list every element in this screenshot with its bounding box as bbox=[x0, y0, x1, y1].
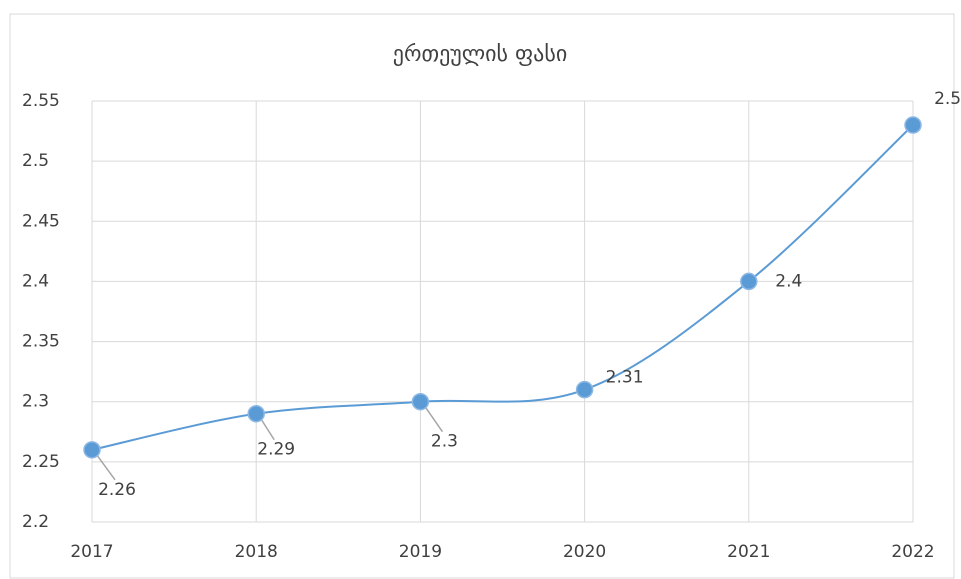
data-label: 2.4 bbox=[775, 271, 802, 291]
leader-line bbox=[423, 405, 444, 433]
data-label: 2.26 bbox=[98, 480, 136, 500]
y-tick-label: 2.3 bbox=[22, 392, 49, 412]
x-tick-label: 2020 bbox=[563, 542, 606, 562]
data-label: 2.31 bbox=[606, 368, 644, 388]
data-point bbox=[740, 272, 758, 291]
chart-title: ერთეულის ფასი bbox=[393, 42, 567, 67]
y-tick-label: 2.25 bbox=[22, 452, 60, 472]
leader-line bbox=[259, 417, 275, 441]
y-tick-label: 2.4 bbox=[22, 271, 49, 291]
chart-frame bbox=[9, 13, 955, 579]
x-tick-label: 2021 bbox=[727, 542, 770, 562]
x-tick-label: 2017 bbox=[70, 542, 113, 562]
data-point bbox=[247, 404, 265, 423]
y-tick-label: 2.5 bbox=[22, 151, 49, 171]
y-tick-label: 2.2 bbox=[22, 512, 49, 532]
data-point bbox=[411, 392, 430, 411]
data-point bbox=[575, 380, 594, 399]
data-label: 2.29 bbox=[257, 440, 295, 460]
data-point bbox=[904, 116, 922, 134]
y-tick-label: 2.55 bbox=[22, 91, 60, 111]
x-tick-label: 2018 bbox=[235, 542, 278, 562]
leader-line bbox=[95, 453, 116, 481]
x-tick-label: 2022 bbox=[891, 542, 934, 562]
data-label: 2.53 bbox=[934, 89, 961, 109]
x-tick-label: 2019 bbox=[399, 542, 442, 562]
data-label: 2.3 bbox=[431, 432, 458, 452]
y-tick-label: 2.35 bbox=[22, 332, 60, 352]
data-point bbox=[83, 441, 101, 459]
y-tick-label: 2.45 bbox=[22, 211, 60, 231]
